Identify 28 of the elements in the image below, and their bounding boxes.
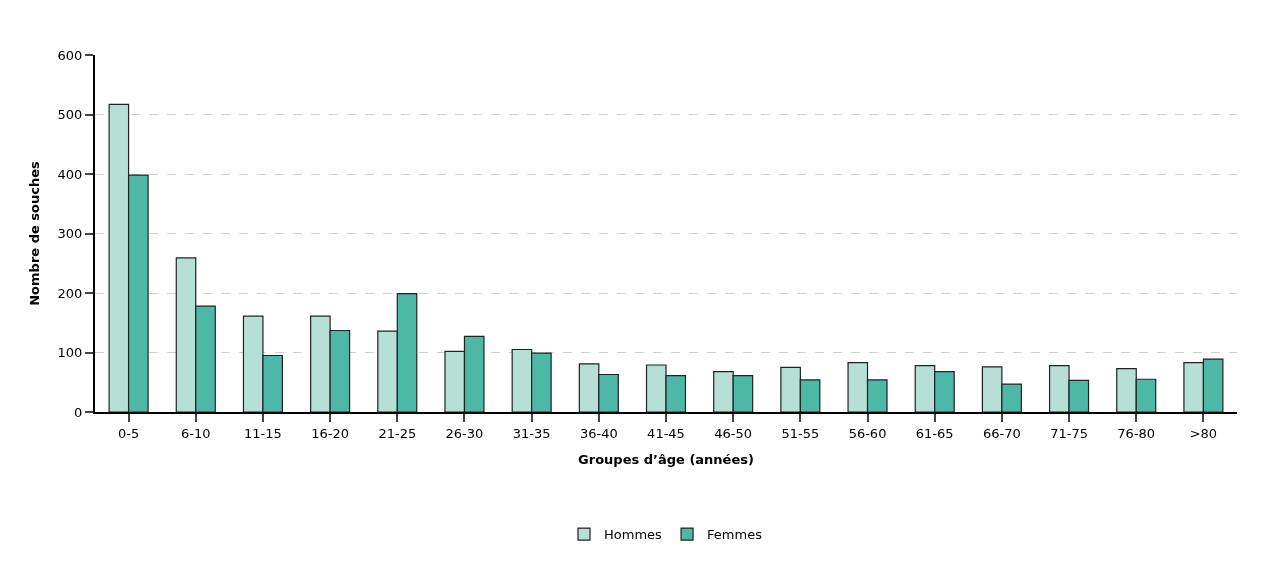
x-tick-label: 21-25 bbox=[378, 425, 417, 441]
y-tick-label: 400 bbox=[57, 166, 83, 182]
x-tick-label: 76-80 bbox=[1117, 425, 1156, 441]
x-tick-label: 46-50 bbox=[714, 425, 753, 441]
x-tick-label: 61-65 bbox=[915, 425, 954, 441]
y-tick-label: 500 bbox=[57, 107, 83, 123]
y-tick-label: 600 bbox=[57, 47, 83, 63]
x-tick-label: 16-20 bbox=[311, 425, 350, 441]
y-tick-label: 100 bbox=[57, 345, 83, 361]
x-tick-label: 36-40 bbox=[579, 425, 618, 441]
x-tick-label: 31-35 bbox=[512, 425, 551, 441]
legend-label: Hommes bbox=[604, 527, 663, 543]
y-tick-label: 200 bbox=[57, 285, 83, 301]
legend-label: Femmes bbox=[707, 527, 763, 543]
y-tick-label: 0 bbox=[74, 404, 83, 420]
x-tick-label: 6-10 bbox=[181, 425, 211, 441]
y-tick-label: 300 bbox=[57, 226, 83, 242]
x-tick-label: >80 bbox=[1189, 425, 1218, 441]
x-tick-label: 51-55 bbox=[781, 425, 820, 441]
x-tick-label: 71-75 bbox=[1050, 425, 1088, 441]
y-axis-title: Nombre de souches bbox=[27, 160, 43, 306]
x-tick-label: 41-45 bbox=[647, 425, 685, 441]
x-tick-label: 11-15 bbox=[244, 425, 282, 441]
x-axis-title: Groupes d’âge (années) bbox=[578, 451, 754, 467]
x-tick-label: 66-70 bbox=[982, 425, 1021, 441]
x-tick-label: 26-30 bbox=[445, 425, 484, 441]
x-tick-label: 0-5 bbox=[117, 425, 140, 441]
x-tick-label: 56-60 bbox=[848, 425, 887, 441]
